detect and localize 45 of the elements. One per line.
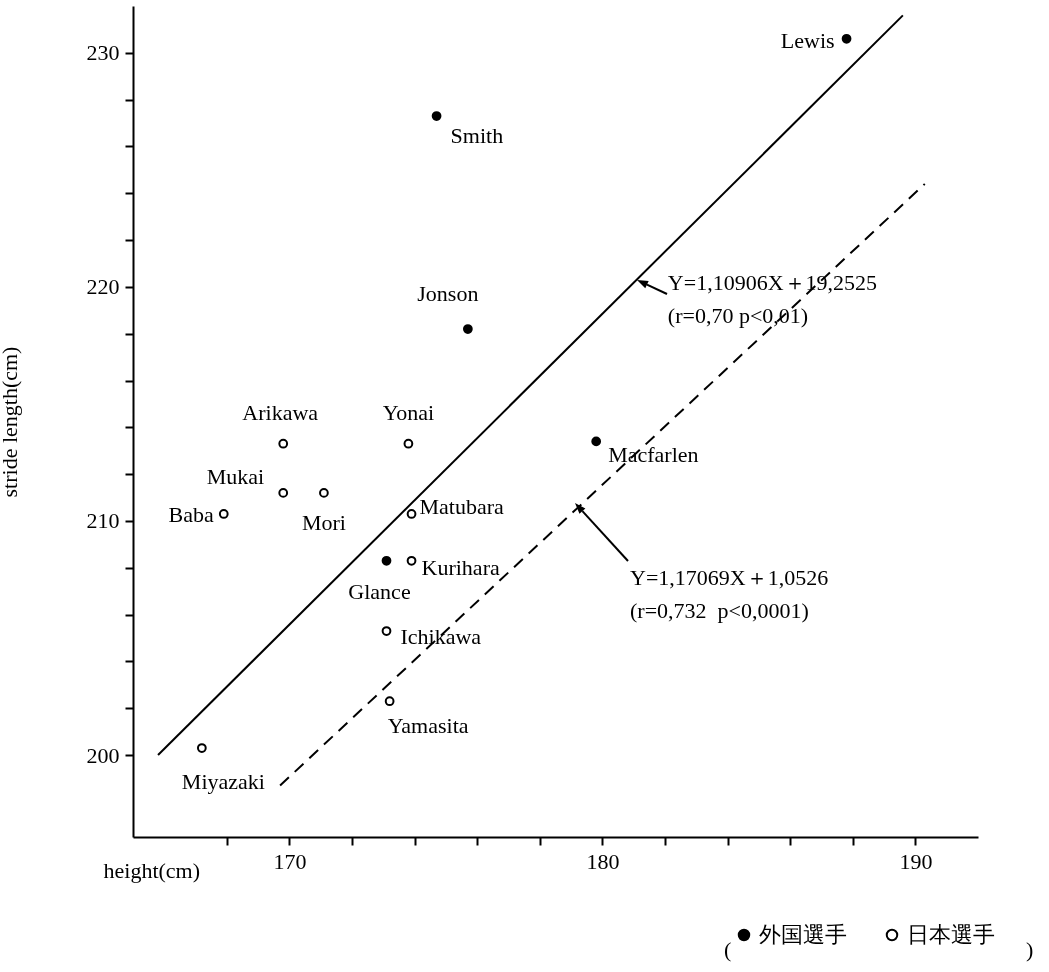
text: ) (1026, 936, 1034, 964)
point (278, 438, 289, 449)
annotation: Mukai (206, 463, 265, 489)
legend-label: 外国選手 (759, 922, 847, 947)
annotation: Matubara (419, 493, 505, 519)
annotation: Kurihara (421, 554, 500, 580)
point (841, 33, 852, 44)
point (431, 111, 442, 121)
point (218, 509, 229, 519)
y-tick-label: 200 (86, 742, 120, 768)
annotation: Yamasita (387, 713, 469, 739)
annotation: Ichikawa (400, 624, 482, 650)
annotation: Yonai (382, 399, 435, 425)
point (381, 555, 392, 566)
legend-label: 日本選手 (907, 922, 995, 947)
point (591, 436, 602, 447)
y-tick-label: 220 (86, 274, 120, 300)
point (319, 488, 329, 498)
x-tick-label: 170 (273, 848, 307, 874)
y-tick-label: 230 (86, 40, 120, 66)
y-axis-title: stride length(cm) (0, 346, 22, 498)
point (406, 555, 417, 566)
annotation: Mori (301, 509, 346, 535)
point (403, 438, 414, 449)
annotation: Y=1,10906X＋19,2525 (r=0,70 p<0,01) (667, 269, 878, 328)
annotation: Y=1,17069X＋1,0526 (r=0,732 p<0,0001) (630, 564, 829, 625)
annotation: Miyazaki (181, 769, 265, 795)
point (278, 488, 289, 498)
x-axis-title: height(cm) (103, 857, 201, 883)
annotation: Glance (348, 578, 411, 604)
x-tick-label: 190 (899, 848, 933, 874)
annotation: Arikawa (242, 399, 319, 425)
point (463, 324, 473, 334)
annotation: Smith (450, 123, 504, 149)
point (406, 509, 417, 519)
annotation: Baba (168, 501, 214, 527)
annotation: Macfarlen (608, 442, 699, 468)
point (196, 743, 207, 753)
y-tick-label: 210 (86, 508, 120, 534)
x-tick-label: 180 (586, 848, 620, 874)
annotation: Lewis (780, 27, 835, 53)
point (381, 626, 392, 636)
point (384, 696, 395, 707)
text: ( (724, 936, 732, 964)
annotation: Jonson (417, 281, 479, 307)
